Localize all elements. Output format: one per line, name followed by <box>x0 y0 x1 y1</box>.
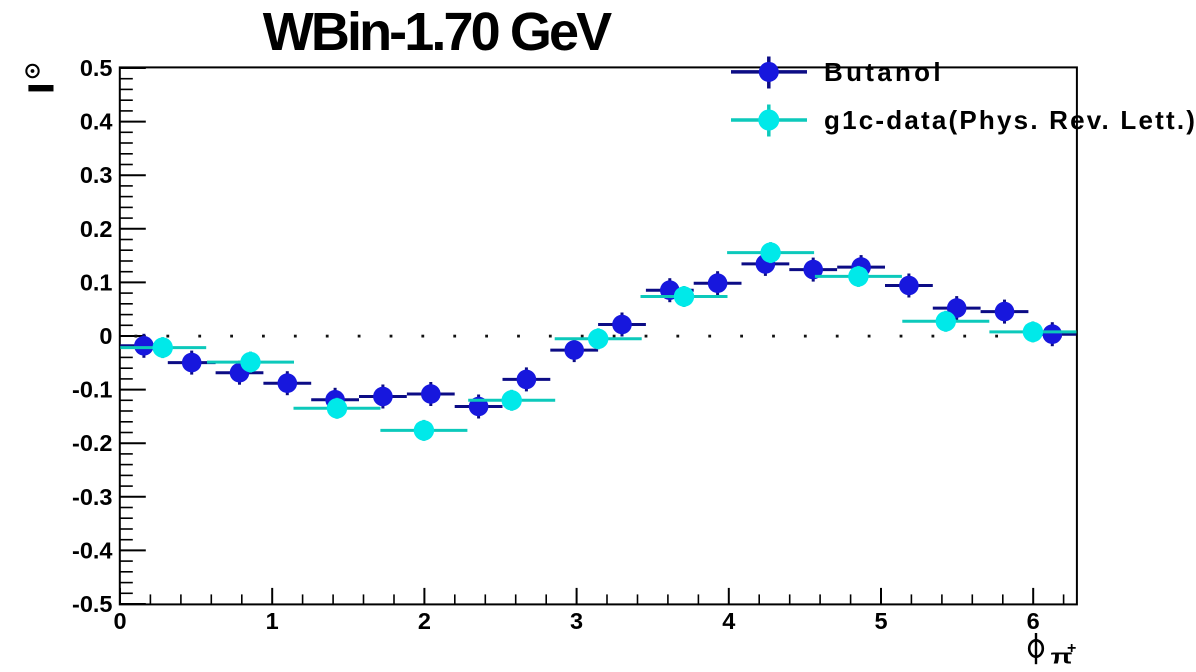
svg-text:+: + <box>1067 640 1076 657</box>
svg-text:0.2: 0.2 <box>80 216 113 242</box>
svg-text:3: 3 <box>570 608 583 634</box>
svg-text:1: 1 <box>266 608 279 634</box>
svg-text:π: π <box>1051 647 1073 669</box>
svg-text:-0.1: -0.1 <box>72 377 113 403</box>
svg-text:0.4: 0.4 <box>80 109 113 135</box>
svg-text:-0.2: -0.2 <box>72 430 113 456</box>
svg-text:4: 4 <box>722 608 735 634</box>
svg-text:0.5: 0.5 <box>80 55 113 81</box>
svg-text:6: 6 <box>1027 608 1040 634</box>
svg-text:0.1: 0.1 <box>80 269 113 295</box>
svg-text:-0.3: -0.3 <box>72 484 113 510</box>
svg-text:5: 5 <box>874 608 887 634</box>
svg-text:0: 0 <box>113 608 126 634</box>
svg-text:g1c-data(Phys. Rev. Lett.): g1c-data(Phys. Rev. Lett.) <box>824 105 1196 135</box>
svg-text:0.3: 0.3 <box>80 162 113 188</box>
svg-text:2: 2 <box>418 608 431 634</box>
svg-text:WBin-1.70 GeV: WBin-1.70 GeV <box>263 2 612 62</box>
svg-text:-0.5: -0.5 <box>72 591 113 617</box>
svg-text:Butanol: Butanol <box>824 57 944 87</box>
svg-text:0: 0 <box>99 323 112 349</box>
svg-text:-0.4: -0.4 <box>72 537 113 563</box>
